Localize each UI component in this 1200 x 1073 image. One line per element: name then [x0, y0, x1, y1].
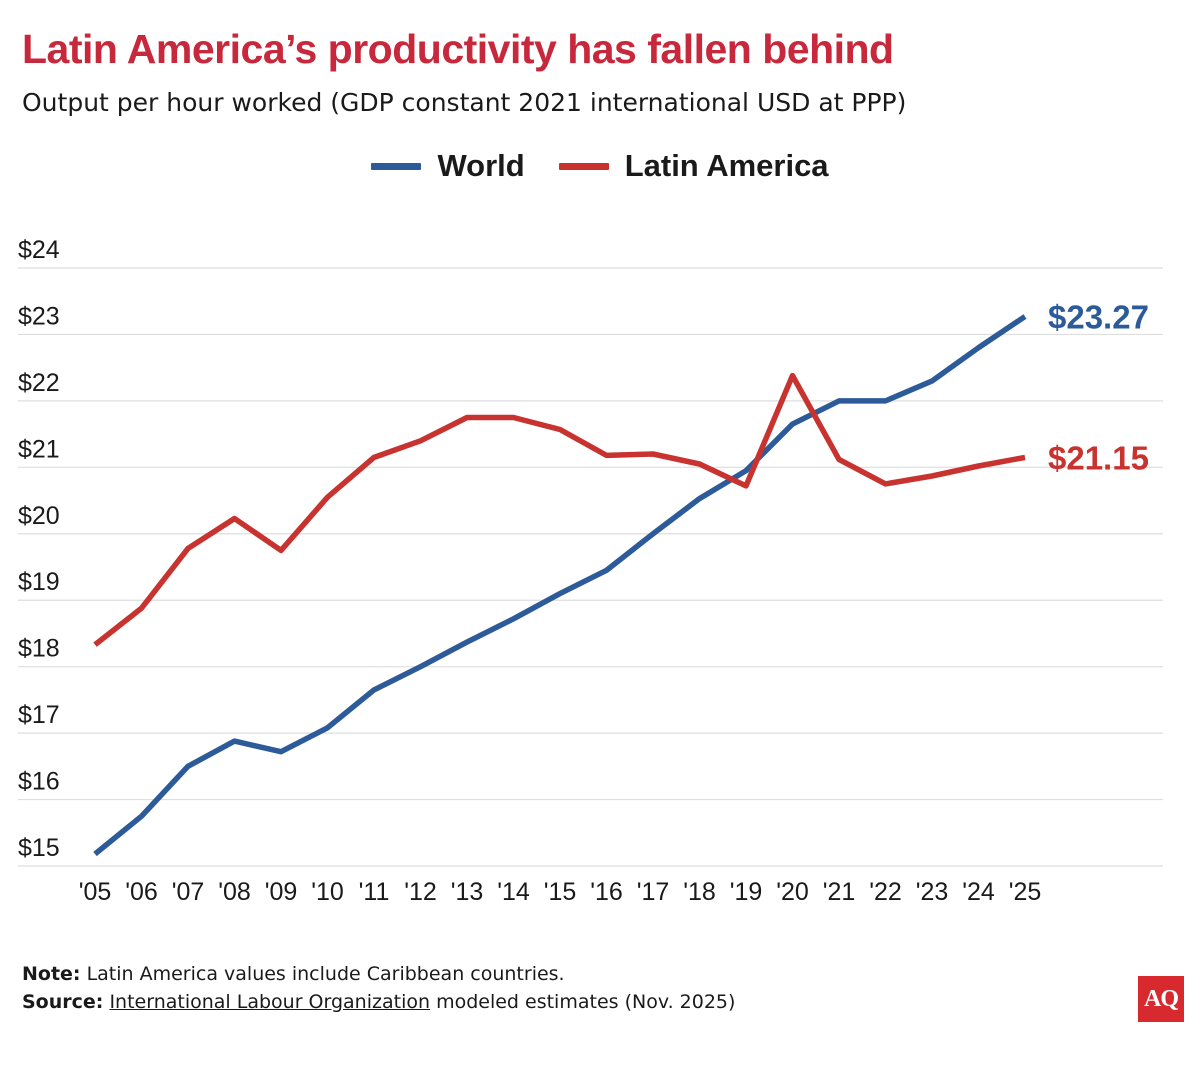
y-tick-label: $18: [18, 635, 60, 663]
y-tick-label: $23: [18, 302, 60, 330]
legend-swatch-latin-america: [558, 162, 609, 170]
footnote: Note: Latin America values include Carib…: [22, 963, 565, 985]
x-tick-label: '13: [451, 878, 484, 906]
legend-swatch-world: [371, 162, 422, 170]
chart-subtitle: Output per hour worked (GDP constant 202…: [22, 88, 907, 117]
chart-legend: World Latin America: [0, 148, 1200, 184]
aq-logo: AQ: [1138, 976, 1184, 1022]
end-label-world: $23.27: [1048, 299, 1149, 336]
series-lines: [93, 314, 1027, 857]
x-tick-label: '14: [497, 878, 530, 906]
source-line: Source: International Labour Organizatio…: [22, 991, 735, 1013]
x-axis-ticks: '05 '06 '07 '08 '09 '10 '11 '12 '13 '14 '15 '16 '17 '…: [79, 878, 1042, 906]
x-tick-label: '20: [776, 878, 809, 906]
x-tick-label: '09: [265, 878, 298, 906]
y-tick-label: $24: [18, 236, 60, 264]
x-tick-label: '23: [916, 878, 949, 906]
y-axis-ticks: $15 $16 $17 $18 $19 $20 $21 $22 $23 $24: [18, 236, 60, 862]
y-tick-label: $21: [18, 435, 60, 463]
source-label: Source:: [22, 991, 104, 1013]
y-tick-label: $15: [18, 834, 60, 862]
x-tick-label: '07: [172, 878, 205, 906]
x-tick-label: '16: [590, 878, 623, 906]
x-tick-label: '18: [683, 878, 716, 906]
source-text: modeled estimates (Nov. 2025): [430, 991, 736, 1013]
logo-text: AQ: [1144, 985, 1179, 1012]
x-tick-label: '22: [869, 878, 902, 906]
y-tick-label: $22: [18, 369, 60, 397]
x-tick-label: '06: [125, 878, 158, 906]
legend-item-world: World: [371, 148, 525, 184]
series-line-world: [93, 314, 1027, 857]
legend-item-latin-america: Latin America: [558, 148, 829, 184]
end-label-latin-america: $21.15: [1048, 439, 1149, 476]
x-tick-label: '11: [359, 878, 390, 906]
note-label: Note:: [22, 963, 81, 985]
series-line-latin-america: [93, 372, 1026, 647]
x-tick-label: '08: [218, 878, 251, 906]
y-tick-label: $17: [18, 701, 60, 729]
x-tick-label: '17: [637, 878, 670, 906]
x-tick-label: '19: [730, 878, 763, 906]
x-tick-label: '10: [311, 878, 344, 906]
y-tick-label: $19: [18, 568, 60, 596]
legend-label-latin-america: Latin America: [624, 148, 829, 183]
y-tick-label: $20: [18, 502, 60, 530]
legend-label-world: World: [437, 148, 525, 183]
end-labels: $23.27 $21.15: [1048, 299, 1149, 477]
gridlines: [18, 267, 1163, 867]
y-tick-label: $16: [18, 768, 60, 796]
x-tick-label: '05: [79, 878, 112, 906]
x-tick-label: '25: [1009, 878, 1042, 906]
x-tick-label: '24: [962, 878, 995, 906]
x-tick-label: '21: [823, 878, 856, 906]
x-tick-label: '12: [404, 878, 437, 906]
note-text: Latin America values include Caribbean c…: [80, 963, 565, 985]
x-tick-label: '15: [544, 878, 577, 906]
source-link[interactable]: International Labour Organization: [109, 991, 431, 1013]
chart-title: Latin America’s productivity has fallen …: [22, 26, 894, 72]
